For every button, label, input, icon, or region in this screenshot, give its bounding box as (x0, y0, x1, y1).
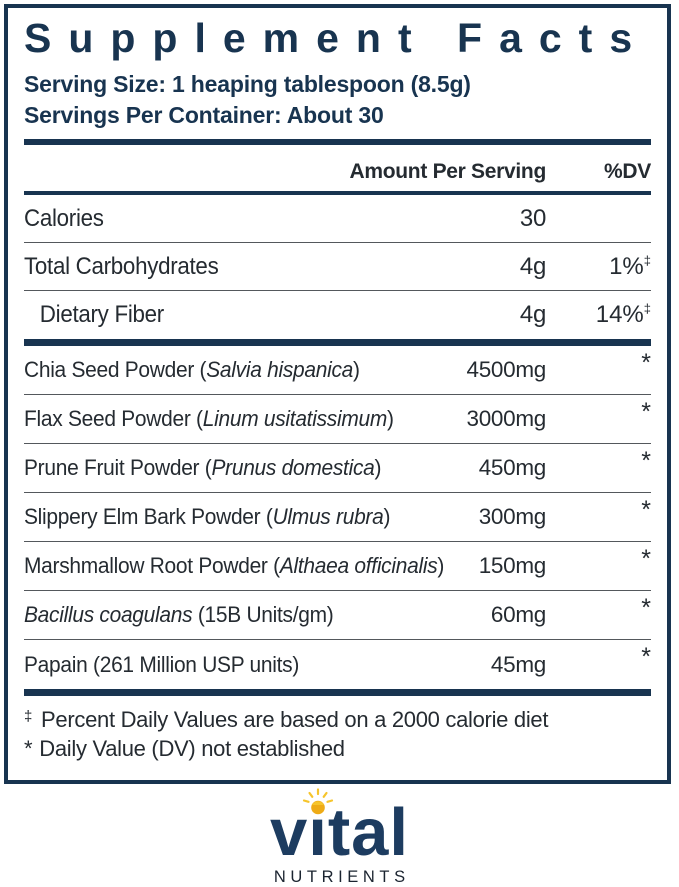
nutrient-row-dietary-fiber: Dietary Fiber 4g 14%‡ (24, 291, 651, 339)
column-header-dv: %DV (604, 160, 651, 184)
supplement-facts-panel: Supplement Facts Serving Size: 1 heaping… (4, 4, 671, 784)
footnote-text: Percent Daily Values are based on a 2000… (41, 707, 549, 733)
name-text: ) (386, 406, 394, 432)
name-text: Flax Seed Powder ( (24, 406, 203, 432)
ingredient-amount: 4500mg (466, 357, 546, 383)
ingredient-amount: 60mg (490, 602, 546, 628)
name-text: (15B Units/gm) (192, 602, 334, 628)
latin-name: Ulmus rubra (272, 504, 384, 530)
ingredient-amount: 150mg (478, 553, 547, 579)
nutrient-amount: 4g (519, 301, 546, 329)
ingredient-name: Prune Fruit Powder (Prunus domestica) (24, 455, 381, 481)
servings-per-container: Servings Per Container: About 30 (24, 101, 384, 128)
ingredient-dv-asterisk: * (641, 544, 651, 573)
serving-size: Serving Size: 1 heaping tablespoon (8.5g… (24, 71, 471, 98)
name-text: ) (437, 553, 445, 579)
ingredient-row-marshmallow: Marshmallow Root Powder (Althaea officin… (24, 542, 651, 592)
nutrient-row-calories: Calories 30 (24, 195, 651, 244)
ingredient-dv-asterisk: * (641, 348, 651, 377)
name-text: Chia Seed Powder ( (24, 357, 207, 383)
footnotes: ‡ Percent Daily Values are based on a 200… (24, 696, 651, 763)
ingredient-amount: 3000mg (466, 406, 546, 432)
name-text: Prune Fruit Powder ( (24, 455, 212, 481)
ingredient-row-slippery-elm: Slippery Elm Bark Powder (Ulmus rubra) 3… (24, 493, 651, 543)
ingredient-row-flax: Flax Seed Powder (Linum usitatissimum) 3… (24, 395, 651, 445)
brand-letter: ı (308, 795, 328, 870)
ingredient-row-chia: Chia Seed Powder (Salvia hispanica) 4500… (24, 346, 651, 396)
ingredient-amount: 450mg (478, 455, 547, 481)
name-text: Papain (261 Million USP units) (24, 651, 300, 677)
divider-thick-bottom (24, 689, 651, 697)
dv-value: 1% (609, 252, 644, 280)
brand-name: v ıtal (270, 788, 409, 866)
table-header-row: Amount Per Serving %DV (24, 145, 652, 191)
dv-value: 14% (595, 301, 644, 329)
panel-title: Supplement Facts (24, 15, 650, 61)
nutrient-amount: 30 (519, 204, 546, 232)
brand-letter-i: ı (302, 788, 334, 866)
name-text: Slippery Elm Bark Powder ( (24, 504, 273, 530)
divider-thick-middle (24, 339, 651, 347)
ingredient-row-bacillus: Bacillus coagulans (15B Units/gm) 60mg * (24, 591, 651, 641)
serving-info: Serving Size: 1 heaping tablespoon (8.5g… (24, 69, 651, 130)
nutrient-name: Dietary Fiber (39, 301, 164, 329)
latin-name: Prunus domestica (211, 455, 375, 481)
name-text: ) (383, 504, 391, 530)
ingredient-row-prune: Prune Fruit Powder (Prunus domestica) 45… (24, 444, 651, 494)
name-text: Marshmallow Root Powder ( (24, 553, 280, 579)
nutrient-amount: 4g (519, 252, 546, 280)
ingredient-name: Slippery Elm Bark Powder (Ulmus rubra) (24, 504, 390, 530)
ingredient-name: Flax Seed Powder (Linum usitatissimum) (24, 406, 394, 432)
ingredient-name: Bacillus coagulans (15B Units/gm) (24, 602, 334, 628)
footnote-daily-values: ‡ Percent Daily Values are based on a 200… (24, 705, 651, 734)
ingredient-dv-asterisk: * (641, 446, 651, 475)
ingredient-amount: 45mg (490, 651, 546, 677)
ingredient-dv-asterisk: * (641, 397, 651, 426)
ingredient-amount: 300mg (478, 504, 547, 530)
ingredient-name: Marshmallow Root Powder (Althaea officin… (24, 553, 444, 579)
name-text: ) (353, 357, 360, 383)
nutrient-dv: 1%‡ (546, 253, 651, 281)
footnote-dv-not-established: * Daily Value (DV) not established (24, 734, 651, 763)
footnote-symbol: ‡ (24, 708, 33, 726)
footnote-text: Daily Value (DV) not established (39, 736, 345, 762)
ingredient-row-papain: Papain (261 Million USP units) 45mg * (24, 640, 651, 689)
divider-thick-top (24, 139, 651, 146)
latin-name: Althaea officinalis (279, 553, 438, 579)
latin-name: Linum usitatissimum (202, 406, 388, 432)
dv-symbol: ‡ (643, 252, 651, 268)
brand-letter: tal (327, 795, 410, 870)
ingredient-name: Papain (261 Million USP units) (24, 652, 299, 678)
latin-name: Salvia hispanica (206, 357, 354, 383)
ingredient-dv-asterisk: * (641, 643, 651, 672)
name-text: ) (374, 455, 382, 481)
brand-logo: v ıtal NUTRIENTS (0, 788, 679, 887)
dv-symbol: ‡ (643, 301, 651, 317)
ingredient-name: Chia Seed Powder (Salvia hispanica) (24, 357, 360, 383)
nutrient-row-carbohydrates: Total Carbohydrates 4g 1%‡ (24, 243, 651, 292)
nutrient-dv: 14%‡ (546, 301, 651, 329)
divider-medium-header (24, 191, 651, 196)
column-header-amount: Amount Per Serving (349, 160, 547, 184)
ingredient-dv-asterisk: * (641, 593, 651, 622)
nutrient-name: Calories (24, 204, 104, 232)
ingredient-dv-asterisk: * (641, 495, 651, 524)
nutrient-name: Total Carbohydrates (24, 252, 219, 280)
brand-subtitle: NUTRIENTS (273, 867, 410, 886)
brand-letter: v (269, 795, 309, 870)
latin-name: Bacillus coagulans (24, 602, 193, 628)
footnote-symbol: * (24, 736, 33, 762)
